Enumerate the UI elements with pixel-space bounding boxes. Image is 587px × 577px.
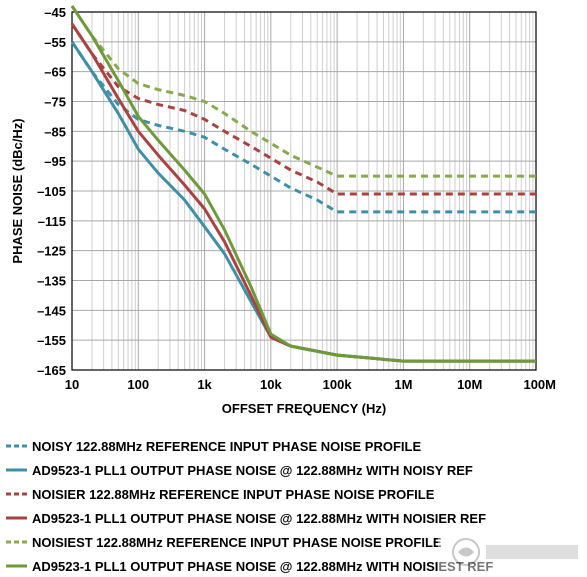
y-tick-label: –135: [37, 274, 66, 289]
y-tick-label: –105: [37, 184, 66, 199]
legend: NOISY 122.88MHz REFERENCE INPUT PHASE NO…: [6, 439, 493, 574]
y-tick-label: –125: [37, 244, 66, 259]
y-tick-label: –85: [44, 124, 66, 139]
legend-label: AD9523-1 PLL1 OUTPUT PHASE NOISE @ 122.8…: [32, 559, 493, 574]
grid: [72, 11, 536, 371]
y-tick-label: –75: [44, 95, 66, 110]
y-tick-label: –45: [44, 5, 66, 20]
x-tick-label: 10M: [457, 377, 482, 392]
x-tick-label: 100M: [523, 377, 556, 392]
y-tick-label: –155: [37, 333, 66, 348]
y-tick-label: –55: [44, 35, 66, 50]
plot-frame: [71, 11, 537, 371]
series-lines: [70, 5, 536, 363]
y-tick-label: –95: [44, 154, 66, 169]
legend-label: NOISY 122.88MHz REFERENCE INPUT PHASE NO…: [32, 439, 421, 454]
y-tick-label: –65: [44, 65, 66, 80]
legend-label: AD9523-1 PLL1 OUTPUT PHASE NOISE @ 122.8…: [32, 463, 473, 478]
x-tick-label: 100: [127, 377, 149, 392]
x-tick-labels: 10 100 1k 10k 100k 1M 10M 100M: [65, 377, 556, 392]
x-tick-label: 1M: [394, 377, 412, 392]
y-tick-label: –165: [37, 363, 66, 378]
y-axis-title: PHASE NOISE (dBc/Hz): [10, 118, 25, 263]
y-tick-labels: –45 –55 –65 –75 –85 –95 –105 –115 –125 –135 –145 –1…: [37, 5, 66, 378]
legend-label: NOISIER 122.88MHz REFERENCE INPUT PHASE …: [32, 487, 435, 502]
legend-label: NOISIEST 122.88MHz REFERENCE INPUT PHASE…: [32, 535, 442, 550]
watermark-logo: [438, 532, 586, 577]
series-line: [70, 5, 536, 363]
series-line: [70, 5, 536, 178]
legend-label: AD9523-1 PLL1 OUTPUT PHASE NOISE @ 122.8…: [32, 511, 486, 526]
y-tick-label: –145: [37, 303, 66, 318]
x-axis-title: OFFSET FREQUENCY (Hz): [222, 401, 386, 416]
x-tick-label: 10k: [260, 377, 282, 392]
y-tick-label: –115: [38, 214, 66, 229]
x-tick-label: 10: [65, 377, 79, 392]
x-tick-label: 100k: [323, 377, 353, 392]
x-tick-label: 1k: [197, 377, 212, 392]
